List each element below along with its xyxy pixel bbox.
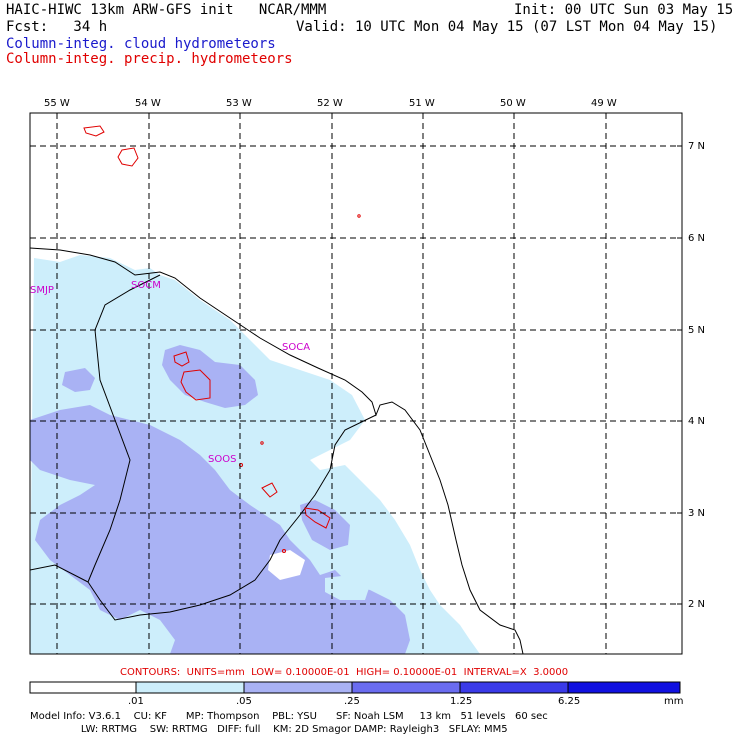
lat-label: 5 N [688,325,705,336]
header-title: HAIC-HIWC 13km ARW-GFS init NCAR/MMM [6,2,327,18]
cloud-field-medium [30,405,410,654]
legend-swatch [29,681,137,694]
border-line [87,274,377,621]
legend-swatch [351,681,461,694]
precip-contour [282,549,286,553]
lon-label: 54 W [135,98,161,109]
legend-tick: .05 [236,696,252,707]
lon-label: 55 W [44,98,70,109]
legend-units: mm [664,696,683,707]
graticule [30,113,682,654]
lat-label: 6 N [688,233,705,244]
lon-label: 53 W [226,98,252,109]
lon-label: 49 W [591,98,617,109]
lon-label: 50 W [500,98,526,109]
lat-label: 2 N [688,599,705,610]
cloud-blob [268,550,305,580]
header-valid: Valid: 10 UTC Mon 04 May 15 (07 LST Mon … [296,19,718,35]
model-info-line1: Model Info: V3.6.1 CU: KF MP: Thompson P… [30,711,548,722]
lat-label: 3 N [688,508,705,519]
station-label: SOCA [282,342,310,353]
lon-label: 52 W [317,98,343,109]
precip-contour [357,214,361,218]
legend-tick: .25 [344,696,360,707]
legend-tick: 6.25 [558,696,580,707]
legend-tick: .01 [128,696,144,707]
precip-contour [83,125,105,137]
lat-label: 4 N [688,416,705,427]
cloud-blob [62,368,95,392]
precip-contour [304,507,331,529]
precip-contour [173,351,190,367]
color-legend: .01 .05 .25 1.25 6.25 mm [29,681,683,707]
lon-label: 51 W [409,98,435,109]
station-label: SOOS [208,454,236,465]
map-frame [29,112,683,655]
header-forecast: Fcst: 34 h [6,19,108,35]
precip-contour [260,441,264,445]
legend-swatch [243,681,353,694]
precip-contour [117,147,139,167]
header-init: Init: 00 UTC Sun 03 May 15 [514,2,734,18]
border-line [30,564,89,583]
lat-label: 7 N [688,141,705,152]
legend-swatch [567,681,681,694]
field-label-cloud: Column-integ. cloud hydrometeors [6,36,276,52]
contour-info: CONTOURS: UNITS=mm LOW= 0.10000E-01 HIGH… [120,667,569,678]
legend-swatch [459,681,569,694]
model-info-line2: LW: RRTMG SW: RRTMG DIFF: full KM: 2D Sm… [30,724,508,735]
cloud-blob [325,575,370,600]
station-label: SOCM [131,280,161,291]
precip-contour [180,369,211,401]
field-label-precip: Column-integ. precip. hydrometeors [6,51,293,67]
legend-tick: 1.25 [450,696,472,707]
station-label: SMJP [30,285,54,296]
frame-ticks [56,113,682,605]
legend-swatch [135,681,245,694]
precip-contour [261,482,278,498]
